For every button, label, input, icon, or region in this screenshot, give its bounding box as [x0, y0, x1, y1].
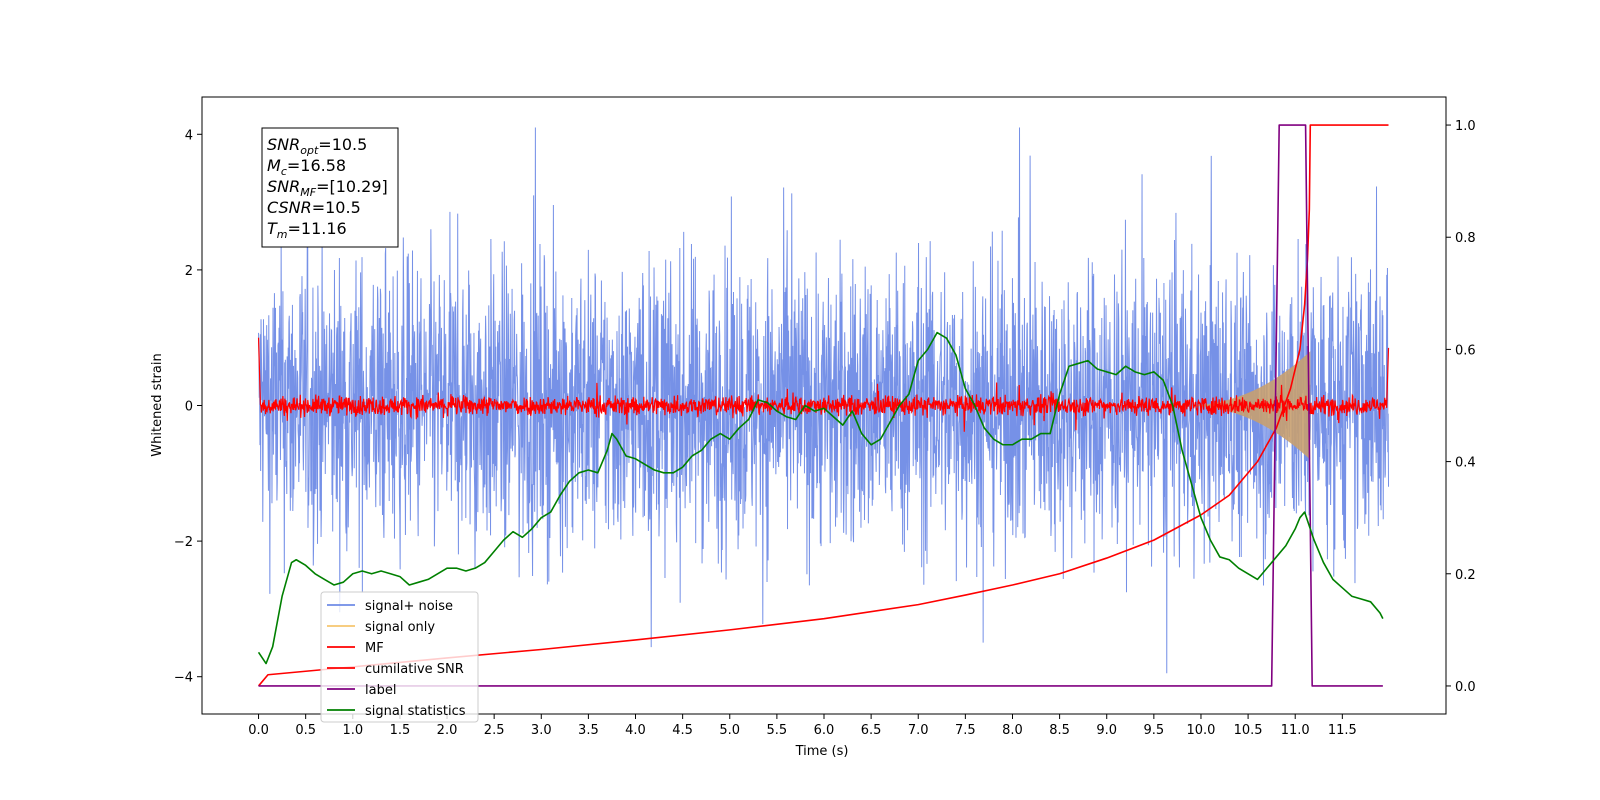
- y-tick-label: 2: [185, 264, 193, 279]
- series-line-label: [258, 124, 1383, 687]
- y-tick-label: 4: [185, 128, 193, 143]
- plot-area: [257, 124, 1390, 687]
- x-tick-label: 1.5: [390, 723, 411, 738]
- legend-label: signal statistics: [365, 704, 466, 719]
- x-tick-label: 7.5: [955, 723, 976, 738]
- y2-tick-label: 0.6: [1455, 343, 1476, 358]
- x-tick-label: 0.5: [295, 723, 316, 738]
- series-line-signal-statistics: [257, 331, 1384, 665]
- info-value: =16.58: [287, 156, 346, 175]
- series-line-cumilative-snr: [257, 124, 1389, 687]
- x-tick-label: 3.0: [531, 723, 552, 738]
- x-axis: 0.0 0.5 1.0 1.5 2.0 2.5 3.0 3.5 4.0 4.5 5.0 5.5 6.0 6…: [248, 714, 1357, 738]
- y-tick-label: −2: [174, 535, 193, 550]
- series-line-mf: [257, 337, 1390, 432]
- y-tick-label: −4: [174, 671, 193, 686]
- info-line: SNRopt=10.5: [267, 135, 367, 157]
- x-tick-label: 4.0: [625, 723, 646, 738]
- info-symbol: M: [267, 156, 281, 175]
- info-subscript: c: [281, 165, 287, 178]
- legend-label: MF: [365, 641, 384, 656]
- legend: signal+ noise signal only MF cumilative SNR…: [320, 591, 479, 723]
- legend-label: signal only: [365, 620, 435, 635]
- x-tick-label: 4.5: [672, 723, 693, 738]
- y2-tick-label: 0.8: [1455, 231, 1476, 246]
- x-tick-label: 11.5: [1328, 723, 1357, 738]
- legend-label: signal+ noise: [365, 599, 453, 614]
- x-tick-label: 2.5: [484, 723, 505, 738]
- x-tick-label: 2.0: [437, 723, 458, 738]
- y-tick-label: 0: [185, 400, 193, 415]
- info-value: =11.16: [288, 219, 347, 238]
- info-symbol: T: [267, 219, 278, 238]
- x-tick-label: 5.5: [767, 723, 788, 738]
- info-symbol: SNR: [267, 177, 300, 196]
- y2-tick-label: 1.0: [1455, 119, 1476, 134]
- info-line: Mc=16.58: [267, 156, 346, 178]
- series-line-signal-noise: [258, 127, 1390, 674]
- info-subscript: m: [277, 228, 288, 241]
- info-value: =[10.29]: [316, 177, 388, 196]
- y-axis-label: Whitened strain: [150, 353, 165, 456]
- x-tick-label: 9.5: [1144, 723, 1165, 738]
- info-symbol: SNR: [267, 135, 300, 154]
- info-line: SNRMF=[10.29]: [267, 177, 388, 199]
- x-tick-label: 8.0: [1002, 723, 1023, 738]
- x-tick-label: 5.0: [719, 723, 740, 738]
- info-symbol: CSNR: [267, 198, 312, 217]
- x-tick-label: 1.0: [342, 723, 363, 738]
- info-value: =10.5: [312, 198, 361, 217]
- info-line: Tm=11.16: [267, 219, 347, 241]
- x-tick-label: 3.5: [578, 723, 599, 738]
- info-subscript: MF: [300, 186, 316, 199]
- info-box: SNRopt=10.5Mc=16.58SNRMF=[10.29]CSNR=10.…: [261, 127, 399, 248]
- x-tick-label: 8.5: [1049, 723, 1070, 738]
- y2-tick-label: 0.0: [1455, 680, 1476, 695]
- x-tick-label: 9.0: [1096, 723, 1117, 738]
- x-tick-label: 0.0: [248, 723, 269, 738]
- x-axis-label: Time (s): [795, 744, 849, 759]
- x-tick-label: 6.0: [814, 723, 835, 738]
- info-box-frame: [261, 127, 399, 248]
- info-line: CSNR=10.5: [267, 198, 361, 217]
- y2-tick-label: 0.4: [1455, 456, 1476, 471]
- legend-label: cumilative SNR: [365, 662, 464, 677]
- y-axis-left: 4 2 0 −2 −4: [174, 128, 202, 686]
- info-value: =10.5: [318, 135, 367, 154]
- y-axis-right: 1.0 0.8 0.6 0.4 0.2 0.0: [1446, 119, 1476, 695]
- x-tick-label: 6.5: [861, 723, 882, 738]
- info-subscript: opt: [300, 144, 319, 157]
- legend-label: label: [365, 683, 396, 698]
- x-tick-label: 11.0: [1281, 723, 1310, 738]
- x-tick-label: 10.0: [1186, 723, 1215, 738]
- legend-frame: [320, 591, 479, 723]
- y2-tick-label: 0.2: [1455, 568, 1476, 583]
- x-tick-label: 7.0: [908, 723, 929, 738]
- x-tick-label: 10.5: [1234, 723, 1263, 738]
